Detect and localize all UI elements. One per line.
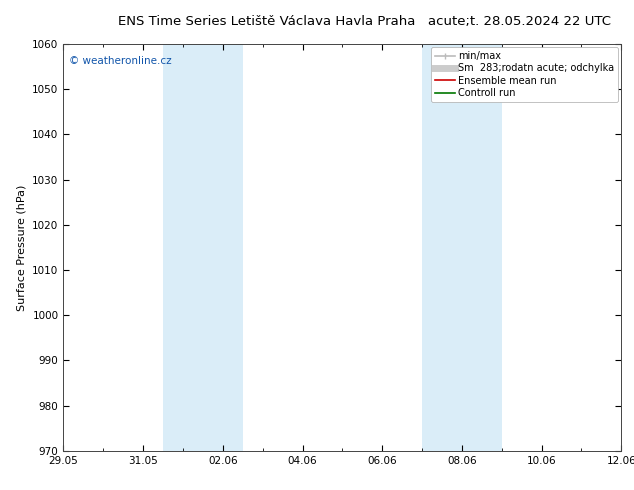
Text: © weatheronline.cz: © weatheronline.cz <box>69 56 172 66</box>
Bar <box>163 44 243 451</box>
Text: acute;t. 28.05.2024 22 UTC: acute;t. 28.05.2024 22 UTC <box>429 15 611 28</box>
Legend: min/max, Sm  283;rodatn acute; odchylka, Ensemble mean run, Controll run: min/max, Sm 283;rodatn acute; odchylka, … <box>431 47 618 102</box>
Text: ENS Time Series Letiště Václava Havla Praha: ENS Time Series Letiště Václava Havla Pr… <box>117 15 415 28</box>
Bar <box>422 44 501 451</box>
Y-axis label: Surface Pressure (hPa): Surface Pressure (hPa) <box>16 184 27 311</box>
